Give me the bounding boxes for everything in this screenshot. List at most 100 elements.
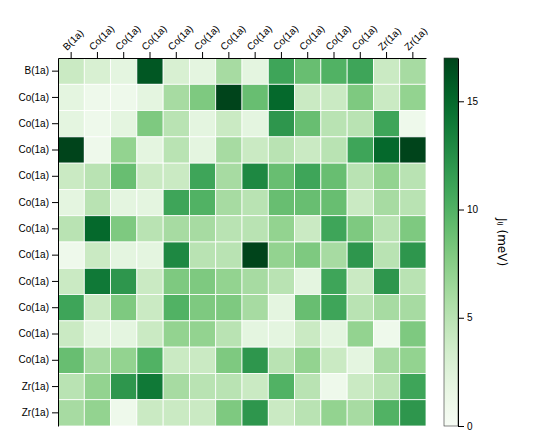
tick-mark: [52, 360, 58, 361]
tick: 0: [458, 421, 473, 432]
cell: [84, 242, 110, 268]
cell: [137, 295, 163, 321]
tick-mark: [52, 228, 58, 229]
cell: [347, 321, 373, 347]
cell: [400, 216, 426, 242]
tick-label: Zr(1a): [376, 25, 403, 52]
tick-label: Co(1a): [18, 328, 49, 339]
cell: [216, 84, 242, 110]
cell: [84, 58, 110, 84]
cell: [268, 84, 294, 110]
cell: [58, 242, 84, 268]
tick-mark: [97, 52, 98, 58]
cell: [137, 84, 163, 110]
tick: B(1a): [25, 65, 58, 76]
cell: [400, 84, 426, 110]
cell: [373, 400, 399, 426]
cell: [137, 111, 163, 137]
tick-mark: [412, 52, 413, 58]
cell: [242, 189, 268, 215]
tick-label: 15: [467, 96, 479, 107]
cell: [295, 111, 321, 137]
cell: [268, 242, 294, 268]
cell: [58, 321, 84, 347]
tick-mark: [458, 318, 464, 319]
tick-mark: [52, 307, 58, 308]
tick-mark: [52, 281, 58, 282]
cell: [321, 321, 347, 347]
tick-mark: [52, 97, 58, 98]
tick-label: Zr(1a): [22, 407, 49, 418]
y-axis: B(1a)Co(1a)Co(1a)Co(1a)Co(1a)Co(1a)Co(1a…: [18, 59, 58, 427]
tick: Co(1a): [271, 23, 300, 58]
cell: [163, 163, 189, 189]
tick-label: Zr(1a): [402, 25, 429, 52]
cell: [321, 163, 347, 189]
tick-label: Co(1a): [18, 249, 49, 260]
cell: [400, 111, 426, 137]
tick-mark: [458, 426, 464, 427]
tick: Zr(1a): [376, 25, 403, 58]
tick: Zr(1a): [22, 407, 58, 418]
tick-mark: [52, 334, 58, 335]
cell: [111, 163, 137, 189]
cell: [216, 373, 242, 399]
cell: [84, 373, 110, 399]
cell: [111, 58, 137, 84]
tick-mark: [52, 202, 58, 203]
axis-domain: [58, 59, 59, 427]
tick: Co(1a): [323, 23, 352, 58]
cell: [373, 216, 399, 242]
cell: [163, 111, 189, 137]
cell: [268, 163, 294, 189]
cell: [347, 163, 373, 189]
cell: [137, 216, 163, 242]
cell: [295, 373, 321, 399]
cell: [295, 216, 321, 242]
cell: [347, 295, 373, 321]
cell: [189, 400, 215, 426]
cell: [321, 189, 347, 215]
cell: [189, 321, 215, 347]
cell: [216, 163, 242, 189]
cell: [373, 347, 399, 373]
cell: [137, 321, 163, 347]
cell: [58, 137, 84, 163]
cell: [268, 373, 294, 399]
cell: [111, 321, 137, 347]
colorbar-axis: 051015: [458, 59, 479, 432]
tick-mark: [228, 52, 229, 58]
tick-label: Co(1a): [18, 197, 49, 208]
tick-label: Co(1a): [323, 23, 352, 52]
cells: [58, 58, 426, 426]
cell: [111, 268, 137, 294]
cell: [111, 216, 137, 242]
cell: [111, 400, 137, 426]
cell: [347, 189, 373, 215]
cell: [216, 189, 242, 215]
cell: [189, 373, 215, 399]
cell: [163, 295, 189, 321]
cell: [321, 242, 347, 268]
cell: [295, 137, 321, 163]
tick-mark: [52, 255, 58, 256]
cell: [373, 242, 399, 268]
cell: [189, 58, 215, 84]
tick-label: Co(1a): [18, 92, 49, 103]
tick-mark: [202, 52, 203, 58]
cell: [111, 242, 137, 268]
cell: [163, 373, 189, 399]
cell: [400, 268, 426, 294]
cell: [347, 347, 373, 373]
cell: [58, 295, 84, 321]
tick: Co(1a): [18, 249, 58, 260]
tick-mark: [52, 412, 58, 413]
cell: [295, 321, 321, 347]
tick: Co(1a): [18, 118, 58, 129]
cell: [347, 111, 373, 137]
tick: Co(1a): [139, 23, 168, 58]
cell: [216, 111, 242, 137]
tick-mark: [52, 123, 58, 124]
cell: [84, 189, 110, 215]
tick-mark: [458, 210, 464, 211]
